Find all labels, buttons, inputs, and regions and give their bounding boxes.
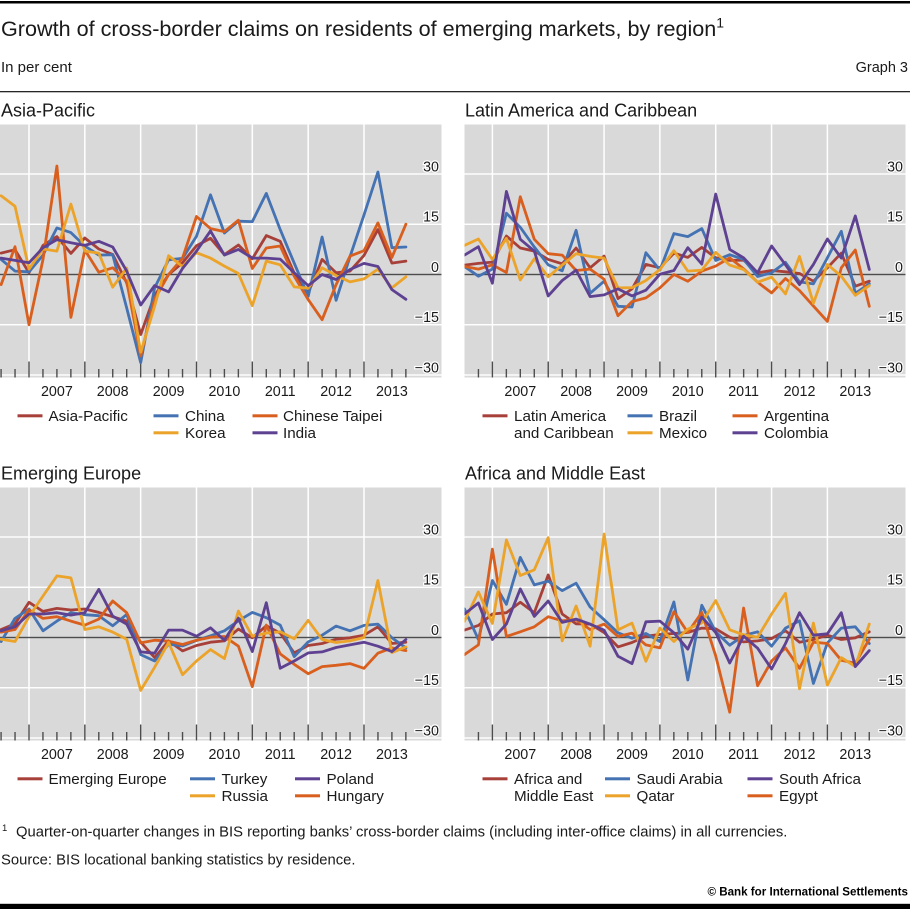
svg-text:Qatar: Qatar [637, 788, 675, 805]
svg-text:2010: 2010 [208, 384, 240, 400]
svg-text:0: 0 [431, 623, 439, 639]
svg-text:2007: 2007 [41, 384, 73, 400]
svg-text:Africa and Middle East: Africa and Middle East [465, 464, 645, 484]
svg-text:0: 0 [431, 260, 439, 276]
svg-text:Colombia: Colombia [764, 425, 829, 442]
svg-text:2007: 2007 [504, 747, 536, 763]
svg-text:15: 15 [423, 210, 439, 226]
svg-text:Middle East: Middle East [514, 788, 594, 805]
svg-text:1: 1 [2, 823, 7, 834]
svg-text:2007: 2007 [41, 747, 73, 763]
svg-text:2013: 2013 [376, 747, 408, 763]
svg-text:2008: 2008 [560, 384, 592, 400]
svg-text:−30: −30 [415, 723, 439, 739]
svg-text:Africa and: Africa and [514, 771, 582, 788]
svg-text:Poland: Poland [327, 771, 374, 788]
svg-text:15: 15 [887, 210, 903, 226]
svg-text:South Africa: South Africa [779, 771, 861, 788]
svg-text:Graph 3: Graph 3 [856, 60, 908, 76]
svg-text:and Caribbean: and Caribbean [514, 425, 614, 442]
svg-text:2010: 2010 [672, 747, 704, 763]
svg-text:2009: 2009 [616, 747, 648, 763]
svg-text:−30: −30 [415, 360, 439, 376]
svg-text:−15: −15 [415, 310, 439, 326]
svg-text:Brazil: Brazil [659, 408, 697, 425]
svg-text:Korea: Korea [185, 425, 226, 442]
svg-text:2012: 2012 [784, 384, 816, 400]
svg-text:2013: 2013 [839, 384, 871, 400]
svg-text:2008: 2008 [560, 747, 592, 763]
svg-text:Latin America and Caribbean: Latin America and Caribbean [465, 101, 697, 121]
svg-text:Mexico: Mexico [659, 425, 707, 442]
svg-text:Egypt: Egypt [779, 788, 819, 805]
svg-text:Argentina: Argentina [764, 408, 830, 425]
svg-text:30: 30 [887, 522, 903, 538]
svg-text:Growth of cross-border claims: Growth of cross-border claims on residen… [1, 15, 724, 42]
svg-text:−30: −30 [879, 723, 903, 739]
svg-text:2011: 2011 [265, 747, 296, 763]
svg-text:Turkey: Turkey [222, 771, 268, 788]
svg-text:Source: BIS locational banking: Source: BIS locational banking statistic… [1, 853, 356, 869]
svg-text:2013: 2013 [839, 747, 871, 763]
svg-text:2011: 2011 [265, 384, 296, 400]
svg-text:2013: 2013 [376, 384, 408, 400]
svg-text:−30: −30 [879, 360, 903, 376]
svg-text:2011: 2011 [728, 384, 759, 400]
svg-text:Hungary: Hungary [327, 788, 385, 805]
svg-text:Emerging Europe: Emerging Europe [1, 464, 141, 484]
svg-text:2011: 2011 [728, 747, 759, 763]
svg-text:Asia-Pacific: Asia-Pacific [49, 408, 129, 425]
svg-text:2012: 2012 [320, 747, 352, 763]
svg-text:2009: 2009 [153, 384, 185, 400]
svg-text:15: 15 [423, 573, 439, 589]
svg-text:30: 30 [423, 159, 439, 175]
svg-text:2007: 2007 [504, 384, 536, 400]
svg-text:−15: −15 [415, 673, 439, 689]
svg-text:© Bank for International Settl: © Bank for International Settlements [707, 886, 908, 899]
svg-text:Asia-Pacific: Asia-Pacific [1, 101, 95, 121]
svg-text:0: 0 [895, 260, 903, 276]
svg-text:2009: 2009 [616, 384, 648, 400]
svg-text:0: 0 [895, 623, 903, 639]
svg-text:2010: 2010 [672, 384, 704, 400]
svg-text:2008: 2008 [97, 747, 129, 763]
svg-text:India: India [283, 425, 316, 442]
svg-text:Chinese Taipei: Chinese Taipei [283, 408, 382, 425]
svg-text:30: 30 [423, 522, 439, 538]
svg-text:Latin America: Latin America [514, 408, 607, 425]
svg-text:In per cent: In per cent [1, 59, 73, 76]
svg-text:Saudi Arabia: Saudi Arabia [637, 771, 724, 788]
svg-text:15: 15 [887, 573, 903, 589]
svg-text:−15: −15 [879, 673, 903, 689]
svg-text:2010: 2010 [208, 747, 240, 763]
svg-text:−15: −15 [879, 310, 903, 326]
svg-text:2008: 2008 [97, 384, 129, 400]
svg-text:2009: 2009 [153, 747, 185, 763]
svg-text:China: China [185, 408, 225, 425]
svg-text:Emerging Europe: Emerging Europe [49, 771, 167, 788]
svg-text:2012: 2012 [784, 747, 816, 763]
svg-text:2012: 2012 [320, 384, 352, 400]
svg-text:Russia: Russia [222, 788, 269, 805]
svg-text:Quarter-on-quarter changes in: Quarter-on-quarter changes in BIS report… [16, 825, 787, 841]
svg-text:30: 30 [887, 159, 903, 175]
